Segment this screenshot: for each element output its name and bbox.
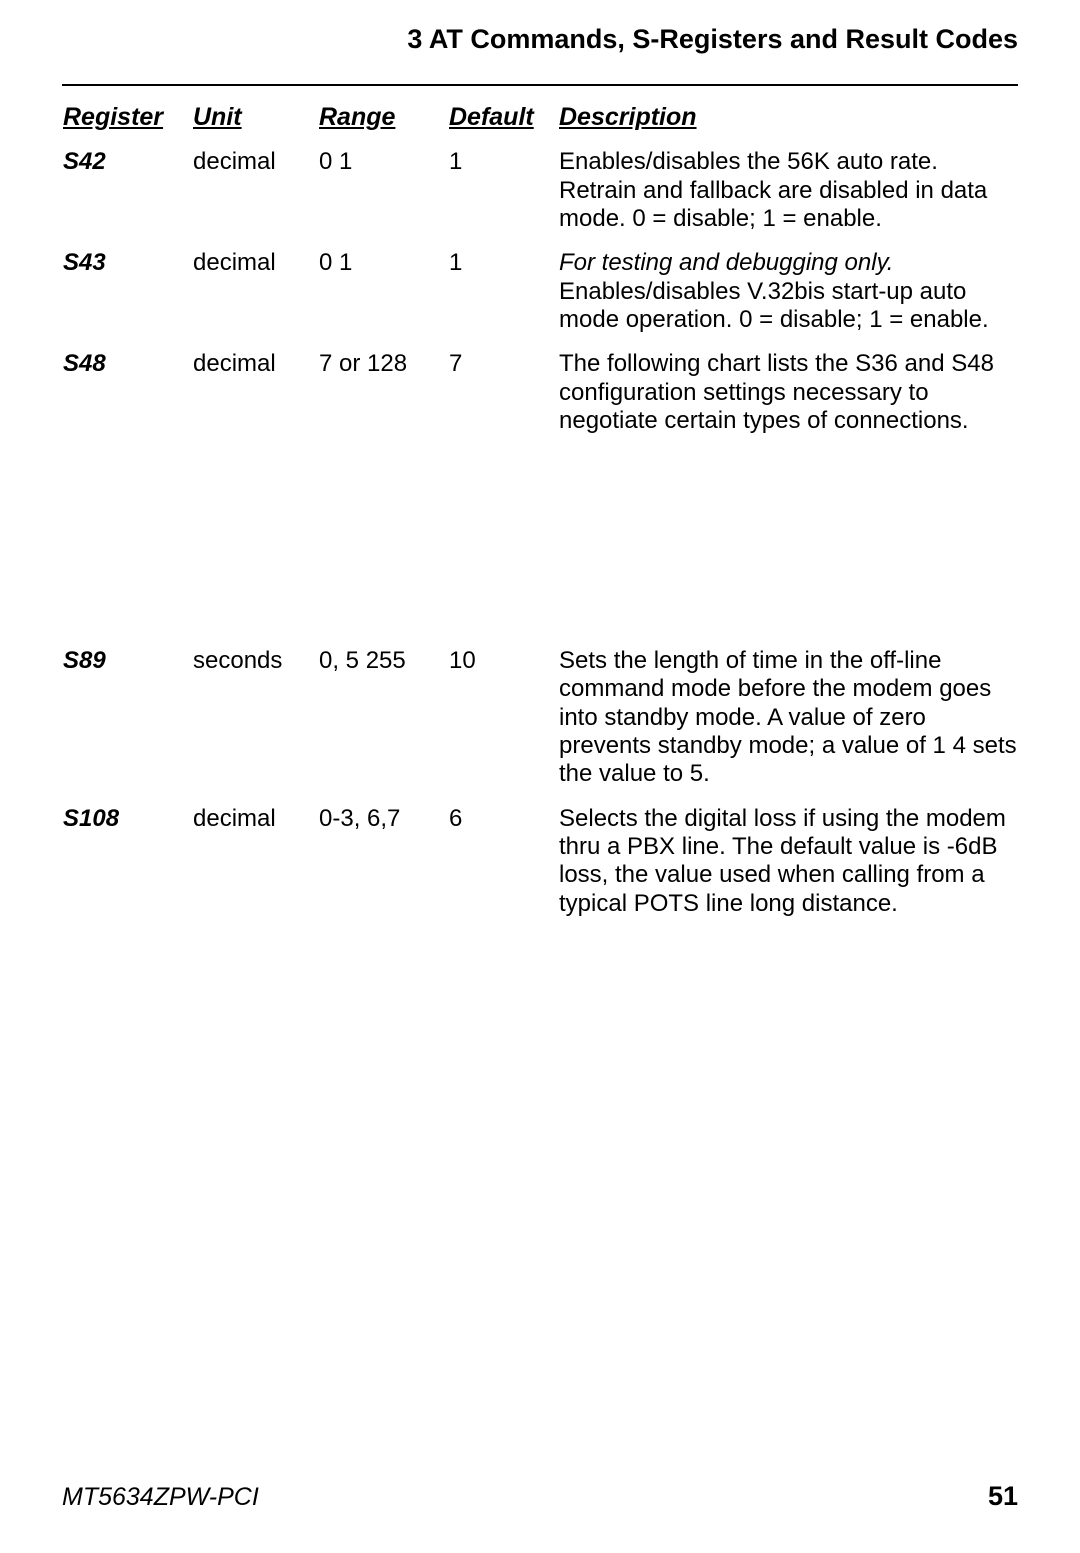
- table-header-row: Register Unit Range Default Description: [62, 102, 1018, 141]
- cell-unit: seconds: [192, 639, 318, 797]
- cell-register: S43: [62, 241, 192, 342]
- cell-default: 6: [448, 797, 558, 926]
- description-text: Sets the length of time in the off-line …: [559, 647, 1017, 787]
- col-header-range: Range: [318, 102, 448, 141]
- divider: [62, 84, 1018, 86]
- cell-default: 1: [448, 140, 558, 241]
- cell-range: 0-3, 6,7: [318, 797, 448, 926]
- table-gap-row: [62, 443, 1018, 639]
- page-footer: MT5634ZPW-PCI 51: [62, 1481, 1018, 1513]
- cell-range: 0 1: [318, 140, 448, 241]
- description-text: Enables/disables the 56K auto rate. Retr…: [559, 148, 987, 232]
- cell-description: Enables/disables the 56K auto rate. Retr…: [558, 140, 1018, 241]
- table-row: S42decimal0 11Enables/disables the 56K a…: [62, 140, 1018, 241]
- cell-register: S42: [62, 140, 192, 241]
- cell-description: For testing and debugging only. Enables/…: [558, 241, 1018, 342]
- col-header-description: Description: [558, 102, 1018, 141]
- col-header-unit: Unit: [192, 102, 318, 141]
- table-row: S108decimal0-3, 6,76Selects the digital …: [62, 797, 1018, 926]
- cell-default: 1: [448, 241, 558, 342]
- footer-model: MT5634ZPW-PCI: [62, 1483, 259, 1513]
- cell-register: S89: [62, 639, 192, 797]
- cell-unit: decimal: [192, 241, 318, 342]
- col-header-default: Default: [448, 102, 558, 141]
- table-row: S43decimal0 11For testing and debugging …: [62, 241, 1018, 342]
- cell-range: 0, 5 255: [318, 639, 448, 797]
- description-italic-prefix: For testing and debugging only.: [559, 249, 893, 276]
- cell-unit: decimal: [192, 797, 318, 926]
- table-row: S89seconds0, 5 25510Sets the length of t…: [62, 639, 1018, 797]
- col-header-register: Register: [62, 102, 192, 141]
- cell-description: Sets the length of time in the off-line …: [558, 639, 1018, 797]
- description-text: Selects the digital loss if using the mo…: [559, 805, 1006, 917]
- cell-description: The following chart lists the S36 and S4…: [558, 342, 1018, 443]
- registers-table: Register Unit Range Default Description …: [62, 102, 1018, 926]
- cell-range: 0 1: [318, 241, 448, 342]
- cell-unit: decimal: [192, 140, 318, 241]
- cell-register: S48: [62, 342, 192, 443]
- description-text: The following chart lists the S36 and S4…: [559, 350, 994, 434]
- description-text: Enables/disables V.32bis start-up auto m…: [559, 278, 989, 333]
- cell-description: Selects the digital loss if using the mo…: [558, 797, 1018, 926]
- cell-range: 7 or 128: [318, 342, 448, 443]
- footer-page-number: 51: [988, 1481, 1018, 1513]
- cell-register: S108: [62, 797, 192, 926]
- cell-default: 7: [448, 342, 558, 443]
- cell-default: 10: [448, 639, 558, 797]
- table-row: S48decimal7 or 1287The following chart l…: [62, 342, 1018, 443]
- chapter-title: 3 AT Commands, S-Registers and Result Co…: [62, 24, 1018, 56]
- cell-unit: decimal: [192, 342, 318, 443]
